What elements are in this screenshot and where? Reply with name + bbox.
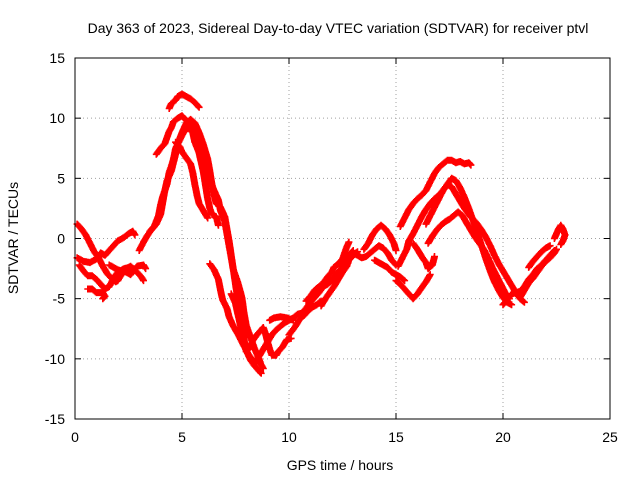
- y-tick-label: 0: [57, 231, 65, 247]
- series-track: [422, 180, 528, 306]
- y-tick-label: 15: [49, 50, 65, 66]
- series-track: [392, 271, 434, 303]
- y-axis-label: SDTVAR / TECUs: [5, 182, 21, 294]
- series-track: [172, 138, 212, 222]
- series-track: [516, 245, 560, 301]
- series-track: [84, 285, 109, 303]
- x-tick-label: 0: [71, 429, 79, 445]
- x-tick-label: 15: [388, 429, 404, 445]
- series-track: [371, 256, 409, 285]
- x-axis-label: GPS time / hours: [287, 457, 394, 473]
- x-tick-labels: 0 5 10 15 20 25: [71, 429, 618, 445]
- series-track: [266, 313, 297, 324]
- x-tick-label: 20: [495, 429, 511, 445]
- series-track: [525, 242, 554, 271]
- data-series: [73, 90, 569, 377]
- series-track: [550, 221, 569, 248]
- x-tick-label: 25: [602, 429, 618, 445]
- y-tick-label: -5: [53, 291, 66, 307]
- series-track: [302, 238, 353, 305]
- chart-title: Day 363 of 2023, Sidereal Day-to-day VTE…: [88, 20, 589, 36]
- y-tick-labels: -15 -10 -5 0 5 10 15: [45, 50, 65, 427]
- series-track: [152, 112, 267, 372]
- x-tick-label: 10: [281, 429, 297, 445]
- series-track: [317, 248, 361, 310]
- x-tick-label: 5: [178, 429, 186, 445]
- series-track: [227, 290, 250, 353]
- series-track: [285, 297, 325, 339]
- series-track: [105, 261, 150, 279]
- plot-frame: [74, 57, 611, 420]
- series-track: [349, 242, 400, 269]
- series-track: [424, 208, 513, 303]
- series-track: [396, 156, 475, 230]
- grid-lines: [75, 58, 610, 419]
- y-tick-label: -10: [45, 351, 65, 367]
- y-tick-label: 5: [57, 170, 65, 186]
- y-tick-label: 10: [49, 110, 65, 126]
- series-track: [165, 90, 203, 112]
- y-tick-label: -15: [45, 411, 65, 427]
- series-track: [360, 221, 400, 254]
- series-track: [409, 239, 438, 273]
- series-track: [73, 227, 139, 267]
